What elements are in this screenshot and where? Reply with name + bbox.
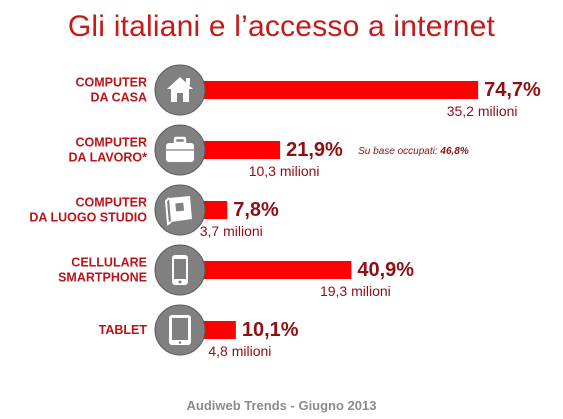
bar xyxy=(198,321,236,339)
value-label: 40,9% xyxy=(357,259,414,281)
bar xyxy=(198,81,479,99)
value-label: 21,9% xyxy=(286,139,343,161)
tablet-icon xyxy=(154,304,206,356)
house-icon xyxy=(154,64,206,116)
category-label: COMPUTER xyxy=(75,76,147,90)
smartphone-icon xyxy=(154,244,206,296)
annotation: Su base occupati: 46,8% xyxy=(358,146,469,157)
value-label: 74,7% xyxy=(484,79,541,101)
briefcase-icon xyxy=(154,124,206,176)
category-label: COMPUTER xyxy=(75,136,147,150)
secondary-label: 19,3 milioni xyxy=(320,283,391,299)
category-label: CELLULARE xyxy=(71,256,147,270)
bar xyxy=(198,201,228,219)
value-label: 7,8% xyxy=(233,199,279,221)
bar xyxy=(198,141,281,159)
source-footer: Audiweb Trends - Giugno 2013 xyxy=(186,398,377,413)
secondary-label: 35,2 milioni xyxy=(447,103,518,119)
category-label: DA LAVORO* xyxy=(69,151,148,165)
value-label: 10,1% xyxy=(242,319,299,341)
secondary-label: 3,7 milioni xyxy=(200,223,263,239)
secondary-label: 10,3 milioni xyxy=(249,163,320,179)
bar xyxy=(198,261,352,279)
secondary-label: 4,8 milioni xyxy=(208,343,271,359)
category-label: COMPUTER xyxy=(75,196,147,210)
page-title: Gli italiani e l’accesso a internet xyxy=(67,10,496,43)
category-label: DA CASA xyxy=(91,91,147,105)
book-icon xyxy=(154,184,206,236)
category-label: TABLET xyxy=(99,323,148,337)
category-label: SMARTPHONE xyxy=(58,271,147,285)
category-label: DA LUOGO STUDIO xyxy=(29,211,147,225)
